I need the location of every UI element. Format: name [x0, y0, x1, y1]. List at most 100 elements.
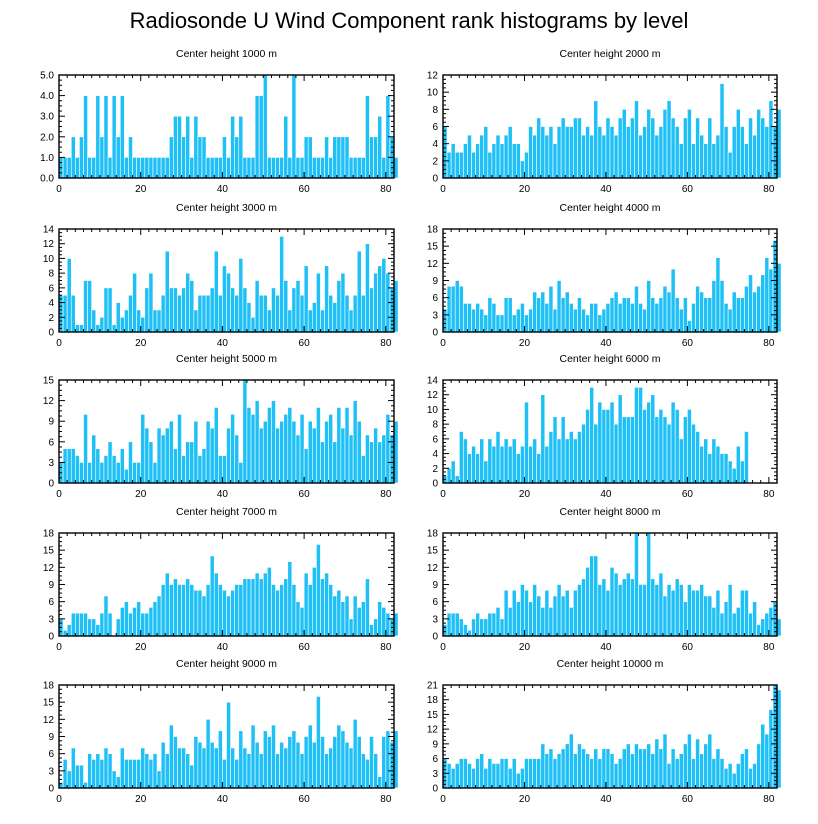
histogram-bar: [177, 584, 182, 637]
y-tick-label: 0: [48, 479, 54, 490]
histogram-bar: [678, 143, 684, 179]
histogram-bar: [666, 423, 672, 484]
histogram-bar: [552, 595, 558, 637]
histogram-bar: [185, 272, 191, 333]
histogram-bar: [254, 572, 260, 637]
histogram-bar: [454, 280, 460, 333]
histogram-bar: [715, 134, 721, 179]
histogram-bar: [79, 764, 84, 789]
histogram-bar: [91, 618, 97, 637]
histogram-bar: [711, 143, 717, 179]
histogram-bar: [752, 763, 757, 789]
x-tick-label: 80: [763, 338, 775, 349]
histogram-bar: [152, 157, 158, 179]
histogram-bar: [222, 265, 227, 333]
histogram-bar: [695, 431, 700, 484]
histogram-bar: [291, 420, 297, 484]
histogram-bar: [124, 468, 129, 484]
y-tick-label: 12: [43, 563, 55, 574]
histogram-bar: [348, 309, 354, 333]
y-tick-label: 10: [427, 88, 439, 99]
histogram-bar: [625, 297, 631, 333]
histogram-bar: [507, 445, 513, 484]
histogram-bar: [336, 280, 342, 333]
histogram-bar: [160, 741, 166, 789]
histogram-bar: [324, 265, 329, 333]
histogram-bar: [458, 151, 464, 179]
x-tick-label: 60: [682, 794, 694, 805]
y-tick-label: 12: [43, 396, 55, 407]
histogram-bar: [625, 572, 631, 637]
histogram-bar: [662, 285, 668, 333]
histogram-bar: [630, 753, 635, 789]
histogram-bar: [99, 316, 105, 333]
histogram-bar: [213, 250, 219, 333]
x-tick-label: 80: [763, 794, 775, 805]
histogram-bar: [152, 309, 158, 333]
histogram-bar: [446, 763, 452, 789]
histogram-bar: [103, 287, 109, 333]
histogram-bar: [79, 612, 84, 637]
histogram-bar: [764, 257, 770, 333]
x-tick-label: 0: [56, 184, 62, 195]
histogram-bar: [340, 272, 346, 333]
histogram-bar: [768, 100, 774, 179]
histogram-bar: [271, 287, 276, 333]
histogram-bar: [307, 724, 313, 789]
histogram-bar: [83, 612, 88, 637]
histogram-bar: [617, 394, 623, 484]
histogram-bar: [605, 409, 611, 484]
histogram-bar: [564, 291, 570, 333]
histogram-bar: [548, 126, 554, 179]
histogram-bar: [674, 126, 680, 179]
histogram-bar: [369, 287, 374, 333]
histogram-bar: [564, 126, 570, 179]
histogram-bar: [75, 157, 80, 179]
y-tick-label: 12: [43, 715, 55, 726]
y-tick-label: 6: [432, 597, 438, 608]
histogram-bar: [638, 748, 643, 789]
y-tick-label: 0: [432, 479, 438, 490]
histogram-bar: [707, 595, 713, 637]
histogram-bar: [226, 427, 231, 484]
histogram-bar: [528, 445, 533, 484]
histogram-bar: [678, 438, 684, 484]
histogram-bar: [373, 427, 378, 484]
histogram-bar: [230, 287, 235, 333]
histogram-bar: [752, 291, 757, 333]
histogram-bar: [164, 250, 170, 333]
histogram-bar: [128, 759, 133, 789]
histogram-bar: [617, 758, 623, 789]
histogram-bar: [254, 400, 260, 484]
histogram-bar: [83, 781, 88, 789]
histogram-bar: [662, 109, 668, 179]
histogram-bar: [654, 303, 660, 333]
histogram-bar: [564, 589, 570, 637]
histogram-bar: [119, 607, 125, 637]
histogram-bar: [177, 115, 182, 179]
histogram-bar: [670, 589, 676, 637]
histogram-bar: [91, 309, 97, 333]
histogram-bar: [581, 423, 586, 484]
histogram-bar: [568, 303, 574, 333]
x-tick-label: 60: [682, 642, 694, 653]
histogram-bar: [262, 572, 268, 637]
histogram-bar: [454, 151, 460, 179]
histogram-bar: [634, 532, 639, 637]
histogram-bar: [209, 427, 215, 484]
y-tick-label: 4: [48, 298, 54, 309]
x-tick-label: 60: [299, 338, 311, 349]
histogram-bar: [589, 555, 595, 637]
x-tick-label: 0: [56, 642, 62, 653]
histogram-bar: [279, 741, 284, 789]
y-tick-label: 3: [432, 614, 438, 625]
histogram-bar: [650, 297, 656, 333]
histogram-bar: [287, 736, 293, 789]
histogram-bar: [740, 460, 745, 484]
histogram-bar: [373, 753, 378, 789]
histogram-bar: [324, 420, 329, 484]
histogram-bar: [352, 595, 358, 637]
histogram-bar: [748, 117, 753, 179]
x-tick-label: 80: [380, 489, 392, 500]
histogram-bar: [536, 297, 542, 333]
